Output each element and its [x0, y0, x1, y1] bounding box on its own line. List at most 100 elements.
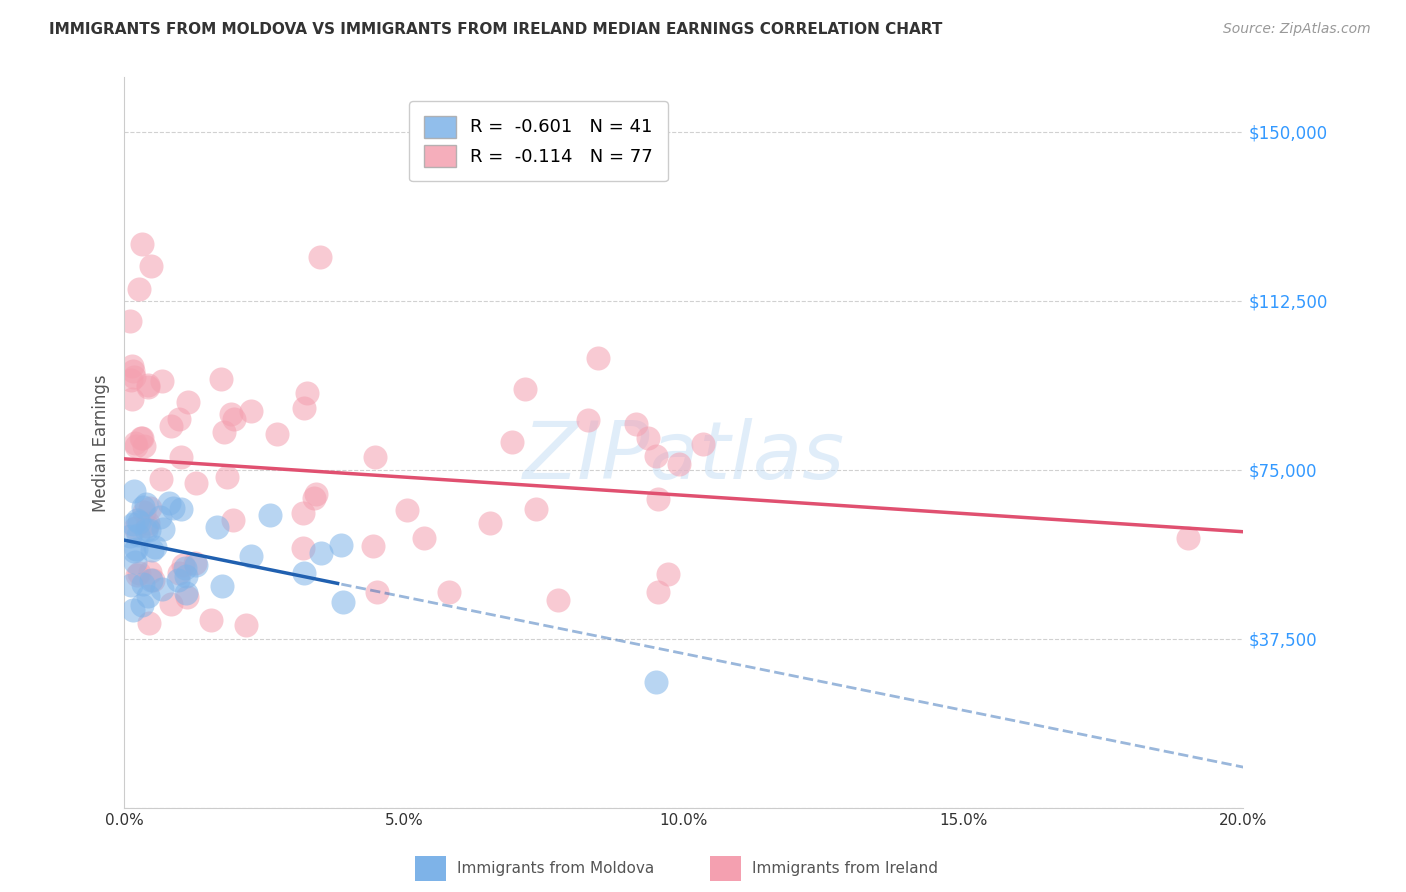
Point — [131, 431, 153, 445]
Point — [135, 523, 157, 537]
Point — [125, 513, 148, 527]
Point — [128, 515, 150, 529]
Point — [138, 615, 160, 630]
Point — [138, 523, 160, 537]
Point — [413, 532, 436, 546]
Point — [121, 359, 143, 373]
Point — [176, 569, 198, 583]
Point — [132, 577, 155, 591]
Point — [239, 404, 262, 418]
Text: Immigrants from Ireland: Immigrants from Ireland — [752, 862, 938, 876]
Point — [309, 546, 332, 560]
Point — [209, 372, 232, 386]
Point — [174, 561, 197, 575]
Y-axis label: Median Earnings: Median Earnings — [93, 374, 110, 512]
Point — [142, 573, 165, 587]
Point — [124, 555, 146, 569]
Point — [657, 567, 679, 582]
Point — [162, 501, 184, 516]
Point — [132, 505, 155, 519]
Point — [624, 417, 647, 431]
Point — [332, 595, 354, 609]
Point — [479, 516, 502, 531]
Point — [176, 590, 198, 604]
Point — [184, 557, 207, 571]
Point — [124, 521, 146, 535]
Point — [141, 543, 163, 558]
Point — [361, 539, 384, 553]
Point — [266, 426, 288, 441]
Point — [501, 435, 523, 450]
Point — [239, 549, 262, 563]
Point — [160, 418, 183, 433]
Point — [692, 436, 714, 450]
Point — [170, 502, 193, 516]
Point — [364, 450, 387, 464]
Point — [160, 597, 183, 611]
Point — [214, 425, 236, 439]
Point — [547, 593, 569, 607]
Point — [129, 431, 152, 445]
Point — [125, 439, 148, 453]
Text: IMMIGRANTS FROM MOLDOVA VS IMMIGRANTS FROM IRELAND MEDIAN EARNINGS CORRELATION C: IMMIGRANTS FROM MOLDOVA VS IMMIGRANTS FR… — [49, 22, 942, 37]
Point — [149, 510, 172, 524]
Text: ZIPatlas: ZIPatlas — [523, 418, 845, 496]
Point — [1177, 531, 1199, 545]
Point — [122, 369, 145, 384]
Point — [174, 586, 197, 600]
Point — [217, 470, 239, 484]
Point — [329, 538, 352, 552]
Point — [139, 260, 162, 274]
Point — [120, 314, 142, 328]
Point — [211, 579, 233, 593]
Point — [644, 449, 666, 463]
Point — [366, 584, 388, 599]
Point — [439, 585, 461, 599]
Point — [637, 431, 659, 445]
Point — [136, 377, 159, 392]
Point — [150, 582, 173, 597]
Point — [235, 617, 257, 632]
Point — [131, 599, 153, 613]
Point — [186, 558, 208, 572]
Point — [644, 674, 666, 689]
Text: Immigrants from Moldova: Immigrants from Moldova — [457, 862, 654, 876]
Point — [139, 565, 162, 579]
Point — [152, 522, 174, 536]
Point — [169, 566, 191, 580]
Point — [513, 382, 536, 396]
Point — [259, 508, 281, 522]
Point — [200, 613, 222, 627]
Point — [172, 558, 194, 572]
Point — [292, 401, 315, 415]
Point — [128, 566, 150, 580]
Point — [139, 501, 162, 516]
Point — [647, 491, 669, 506]
Point — [305, 487, 328, 501]
Point — [291, 541, 314, 555]
Point — [132, 438, 155, 452]
Point — [222, 412, 245, 426]
Point — [138, 589, 160, 603]
Point — [120, 373, 142, 387]
Point — [150, 472, 173, 486]
Point — [139, 574, 162, 588]
Point — [122, 603, 145, 617]
Point — [169, 450, 191, 465]
Point — [524, 501, 547, 516]
Point — [121, 392, 143, 407]
Text: Source: ZipAtlas.com: Source: ZipAtlas.com — [1223, 22, 1371, 37]
Point — [128, 282, 150, 296]
Point — [588, 351, 610, 366]
Point — [647, 585, 669, 599]
Point — [395, 503, 418, 517]
Point — [120, 529, 142, 543]
Point — [127, 528, 149, 542]
Point — [122, 517, 145, 532]
Point — [221, 407, 243, 421]
Legend: R =  -0.601   N = 41, R =  -0.114   N = 77: R = -0.601 N = 41, R = -0.114 N = 77 — [409, 101, 668, 181]
Point — [122, 483, 145, 498]
Point — [309, 251, 332, 265]
Point — [131, 237, 153, 252]
Point — [143, 540, 166, 554]
